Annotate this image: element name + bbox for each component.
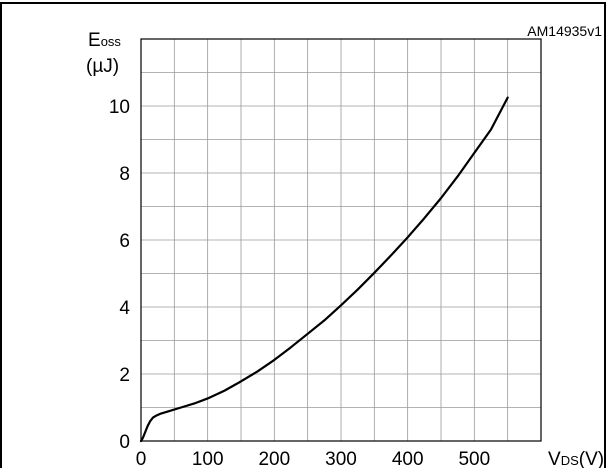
y-tick-label: 10 [109,97,130,118]
x-tick-label: 0 [136,449,147,468]
series-group [139,96,509,443]
x-tick-label: 300 [325,449,357,468]
x-tick-label: 500 [458,449,490,468]
y-tick-label: 0 [119,432,130,453]
tick-labels: 0 100 200 300 400 500 0 2 4 6 8 10 [109,97,490,468]
y-tick-label: 8 [119,164,130,185]
x-tick-label: 200 [258,449,290,468]
series-line-0 [139,96,509,443]
x-axis-label-main: V [548,449,561,468]
x-tick-label: 100 [192,449,224,468]
y-axis-label: Eoss [88,30,121,51]
figure-code: AM14935v1 [527,23,602,39]
x-axis-label: VDS(V) [548,449,604,468]
y-axis-label-main: E [88,30,101,51]
y-tick-label: 6 [119,231,130,252]
y-tick-label: 4 [119,298,130,319]
y-axis-unit: (µJ) [86,56,119,77]
x-tick-label: 400 [392,449,424,468]
x-axis-label-sub: DS [561,453,579,468]
grid [141,39,541,441]
plot-area-border [140,38,542,442]
x-axis-unit: (V) [579,449,604,468]
y-tick-label: 2 [119,365,130,386]
y-axis-label-sub: oss [101,34,122,49]
